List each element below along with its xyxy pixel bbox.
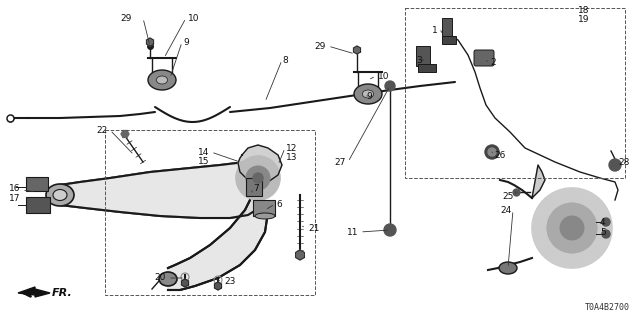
Text: 6: 6 bbox=[276, 199, 282, 209]
Text: FR.: FR. bbox=[52, 288, 73, 298]
Circle shape bbox=[560, 216, 584, 240]
Circle shape bbox=[602, 230, 610, 238]
Text: 13: 13 bbox=[286, 153, 298, 162]
Bar bbox=[416, 46, 430, 66]
Text: 15: 15 bbox=[198, 156, 209, 165]
Text: 17: 17 bbox=[8, 194, 20, 203]
Bar bbox=[246, 178, 262, 196]
Polygon shape bbox=[182, 279, 188, 287]
Bar bbox=[253, 200, 275, 216]
Ellipse shape bbox=[499, 262, 517, 274]
Text: 19: 19 bbox=[578, 14, 589, 23]
Text: 2: 2 bbox=[490, 58, 495, 67]
Text: 29: 29 bbox=[315, 42, 326, 51]
Ellipse shape bbox=[148, 70, 176, 90]
Circle shape bbox=[488, 148, 496, 156]
Text: 27: 27 bbox=[335, 157, 346, 166]
Ellipse shape bbox=[46, 184, 74, 206]
Bar bbox=[418, 64, 436, 72]
Ellipse shape bbox=[362, 90, 374, 98]
Text: 24: 24 bbox=[500, 205, 512, 214]
Circle shape bbox=[532, 188, 612, 268]
Text: 9: 9 bbox=[366, 92, 372, 100]
Text: 25: 25 bbox=[502, 191, 514, 201]
Text: 26: 26 bbox=[494, 150, 506, 159]
Polygon shape bbox=[532, 165, 545, 198]
Bar bbox=[26, 177, 48, 191]
Polygon shape bbox=[238, 145, 282, 185]
Circle shape bbox=[7, 115, 13, 121]
Ellipse shape bbox=[156, 76, 168, 84]
Text: 21: 21 bbox=[308, 223, 319, 233]
Polygon shape bbox=[18, 287, 50, 297]
Polygon shape bbox=[121, 131, 129, 138]
Text: 16: 16 bbox=[8, 183, 20, 193]
Circle shape bbox=[385, 81, 395, 91]
Bar bbox=[442, 18, 452, 40]
Bar bbox=[442, 36, 456, 44]
Bar bbox=[105, 130, 315, 295]
Bar bbox=[26, 197, 50, 213]
Ellipse shape bbox=[255, 213, 275, 219]
Text: 23: 23 bbox=[224, 277, 236, 286]
Circle shape bbox=[602, 218, 610, 226]
Circle shape bbox=[384, 224, 396, 236]
Circle shape bbox=[609, 159, 621, 171]
Circle shape bbox=[253, 173, 263, 183]
Ellipse shape bbox=[159, 272, 177, 286]
Text: 4: 4 bbox=[600, 218, 605, 227]
Polygon shape bbox=[353, 46, 360, 54]
Text: 5: 5 bbox=[600, 228, 605, 236]
Circle shape bbox=[236, 156, 280, 200]
Text: 10: 10 bbox=[188, 13, 200, 22]
Text: 22: 22 bbox=[97, 125, 108, 134]
Polygon shape bbox=[147, 38, 154, 46]
Text: 28: 28 bbox=[618, 157, 629, 166]
Text: 14: 14 bbox=[198, 148, 209, 156]
Text: 11: 11 bbox=[346, 228, 358, 236]
Text: 20: 20 bbox=[155, 274, 166, 283]
Text: 18: 18 bbox=[578, 5, 589, 14]
Polygon shape bbox=[387, 226, 394, 234]
Polygon shape bbox=[214, 282, 221, 290]
Circle shape bbox=[547, 203, 597, 253]
Polygon shape bbox=[296, 250, 305, 260]
Bar bbox=[405, 8, 625, 178]
Text: 8: 8 bbox=[282, 55, 288, 65]
FancyBboxPatch shape bbox=[474, 50, 494, 66]
Text: 12: 12 bbox=[286, 143, 298, 153]
Text: 7: 7 bbox=[253, 183, 259, 193]
Polygon shape bbox=[60, 158, 258, 218]
Text: 3: 3 bbox=[416, 55, 422, 65]
Text: 29: 29 bbox=[120, 13, 132, 22]
Text: 9: 9 bbox=[183, 37, 189, 46]
Ellipse shape bbox=[354, 84, 382, 104]
Polygon shape bbox=[168, 158, 268, 290]
Text: 10: 10 bbox=[378, 71, 390, 81]
Ellipse shape bbox=[53, 189, 67, 201]
Text: 1: 1 bbox=[432, 26, 438, 35]
Text: T0A4B2700: T0A4B2700 bbox=[585, 303, 630, 312]
Circle shape bbox=[246, 166, 270, 190]
Circle shape bbox=[485, 145, 499, 159]
